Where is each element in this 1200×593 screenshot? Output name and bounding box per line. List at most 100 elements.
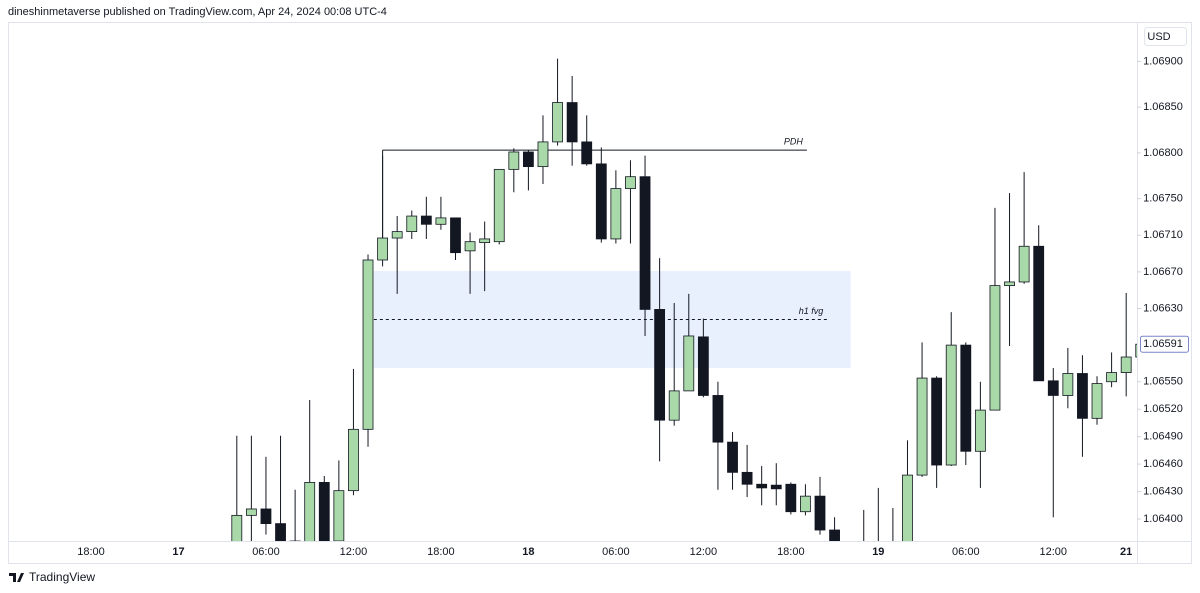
candle-body	[756, 483, 768, 489]
candle-body	[1047, 380, 1059, 396]
candle-body	[800, 495, 811, 513]
candle-body	[916, 377, 928, 476]
candle-body	[902, 474, 913, 541]
candle-body	[566, 102, 578, 143]
currency[interactable]: USD	[1147, 31, 1170, 43]
y-tick-label: 1.06800	[1143, 147, 1183, 159]
candle-body	[304, 482, 316, 541]
last-price-box	[1140, 335, 1189, 353]
x-tick-label: 21	[1120, 546, 1132, 558]
candle-body	[552, 102, 563, 143]
candle-body	[697, 336, 709, 396]
y-tick-label: 1.06850	[1143, 101, 1183, 113]
candle-body	[625, 176, 636, 189]
y-tick-label: 1.06670	[1143, 266, 1183, 278]
y-tick-label: 1.06710	[1143, 229, 1183, 241]
candle-body	[260, 508, 272, 525]
candle-body	[989, 285, 1001, 411]
candle-body	[960, 344, 972, 452]
y-tick-label: 1.06490	[1143, 431, 1183, 443]
candle-body	[450, 217, 461, 254]
candle-body	[289, 540, 301, 541]
candle-body	[406, 215, 418, 233]
plot-area: PDH h1 fvg	[231, 58, 1137, 560]
y-tick-label: 1.06630	[1143, 302, 1183, 314]
candle-body	[508, 151, 520, 170]
header-text: dineshinmetaverse published on TradingVi…	[8, 6, 387, 18]
candle-body	[275, 523, 286, 541]
candle-body	[523, 151, 534, 168]
candle-body	[1106, 372, 1117, 383]
annotation-label: PDH	[784, 137, 804, 147]
candle-body	[727, 441, 738, 473]
x-tick-label: 18	[522, 546, 534, 558]
candle-body	[333, 490, 345, 541]
x-tick-label: 12:00	[340, 546, 368, 558]
candle-body	[974, 409, 986, 452]
candle-body	[537, 141, 549, 168]
candle-body	[654, 309, 666, 421]
candle-body	[464, 241, 476, 252]
x-tick-label: 06:00	[602, 546, 630, 558]
annotation-label: h1 fvg	[799, 306, 824, 316]
y-tick-label: 1.06750	[1143, 193, 1183, 205]
footer-brand: TradingView	[29, 570, 95, 584]
candle-body	[1135, 343, 1137, 358]
currency-box[interactable]	[1144, 27, 1187, 46]
candle-body	[1077, 373, 1088, 419]
candle-body	[1062, 373, 1074, 396]
candle-body	[829, 529, 840, 541]
x-tick-label: 12:00	[690, 546, 718, 558]
candle-body	[945, 344, 957, 466]
candle-body	[712, 395, 724, 443]
candle-body	[1120, 356, 1132, 373]
candle-body	[683, 335, 695, 392]
logo	[9, 573, 24, 582]
candle-body	[610, 188, 622, 240]
candle-body	[888, 548, 898, 560]
y-tick-label: 1.06520	[1143, 403, 1183, 415]
candle-body	[741, 471, 753, 485]
candle-body	[435, 217, 447, 225]
x-tick-label: 17	[172, 546, 184, 558]
candle-body	[859, 545, 869, 555]
candle-body	[377, 237, 389, 261]
x-tick-label: 19	[872, 546, 884, 558]
candle-body	[391, 231, 403, 239]
chart-frame	[8, 22, 1192, 564]
x-tick-label: 18:00	[77, 546, 105, 558]
candle-body	[785, 483, 797, 513]
y-tick-label: 1.06550	[1143, 376, 1183, 388]
candle-body	[931, 377, 943, 466]
x-tick-label: 06:00	[252, 546, 280, 558]
candle-body	[814, 495, 826, 531]
fvg-zone	[373, 270, 851, 368]
x-tick-label: 18:00	[427, 546, 455, 558]
candle-body	[245, 508, 257, 516]
candle-body	[668, 390, 680, 421]
y-tick-label: 1.06460	[1143, 458, 1183, 470]
candle-body	[1033, 245, 1045, 382]
candle-body	[639, 176, 651, 310]
x-tick-label: 06:00	[952, 546, 980, 558]
y-tick-label: 1.06400	[1143, 513, 1183, 525]
candle-body	[770, 484, 782, 490]
candle-body	[581, 141, 593, 165]
logo-mark	[9, 573, 24, 582]
x-tick-label: 12:00	[1040, 546, 1068, 558]
y-tick-label: 1.06430	[1143, 485, 1183, 497]
x-tick-label: 18:00	[777, 546, 805, 558]
candle-body	[1091, 383, 1103, 419]
candle-body	[479, 238, 491, 243]
candle-body	[348, 428, 359, 492]
candle-body	[362, 259, 374, 430]
y-tick-label: 1.06900	[1143, 55, 1183, 67]
candle-body	[1018, 245, 1030, 283]
candle-body	[595, 163, 607, 240]
candle-body	[1004, 281, 1015, 287]
candle-body	[493, 168, 505, 243]
candle-body	[318, 482, 330, 541]
candle-body	[231, 514, 243, 541]
